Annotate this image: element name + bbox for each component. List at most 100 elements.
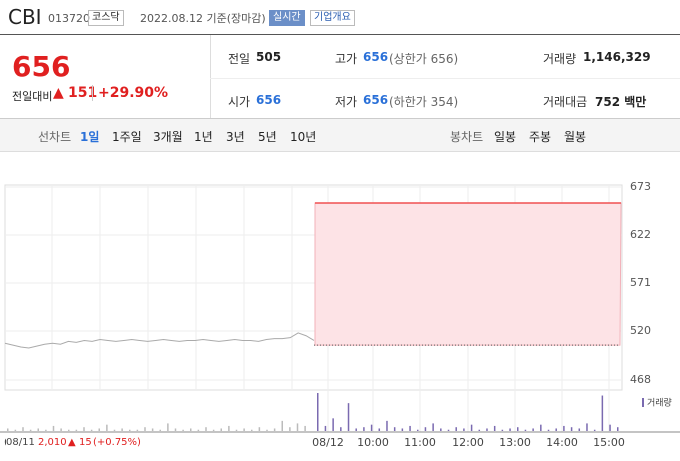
- stat-value: 656: [256, 93, 282, 107]
- volume-bar: [486, 428, 488, 431]
- volume-bar: [355, 428, 357, 431]
- volume-bar: [98, 428, 100, 431]
- volume-bar: [470, 424, 473, 431]
- y-tick-label: 468: [630, 373, 651, 386]
- stat-value: 656: [363, 93, 389, 107]
- realtime-button[interactable]: 실시간: [269, 10, 305, 26]
- volume-bar: [159, 429, 161, 431]
- volume-bar: [228, 425, 230, 431]
- volume-bar: [378, 428, 381, 431]
- tab[interactable]: 10년: [290, 130, 317, 144]
- change-arrow: ▲: [53, 85, 64, 101]
- stat-value: 752 백만: [595, 95, 647, 109]
- volume-bar: [386, 420, 388, 431]
- x-tick-label: 14:00: [546, 436, 578, 449]
- tab[interactable]: 월봉: [564, 130, 587, 144]
- date: 2022.08.12 기준(장마감): [140, 12, 266, 25]
- x-tick-label: 13:00: [499, 436, 531, 449]
- stat-label: 전일: [228, 52, 251, 66]
- tab[interactable]: 일봉: [494, 130, 517, 144]
- volume-bar: [409, 425, 411, 431]
- tab[interactable]: 5년: [258, 130, 277, 144]
- tab[interactable]: 1일: [80, 130, 100, 144]
- volume-bar: [332, 418, 334, 431]
- y-tick-label: 520: [630, 324, 651, 337]
- volume-bar: [121, 428, 123, 431]
- footer-change: 15: [79, 437, 92, 448]
- volume-bar: [317, 393, 319, 431]
- volume-bar: [90, 429, 93, 431]
- tab[interactable]: 1년: [194, 130, 213, 144]
- tab[interactable]: 1주일: [112, 130, 142, 144]
- y-tick-label: 673: [630, 180, 651, 193]
- divider: [210, 78, 680, 79]
- volume-bar: [493, 425, 496, 431]
- x-tick-label: 10:00: [357, 436, 389, 449]
- volume-bar: [617, 427, 619, 431]
- volume-bar: [14, 429, 17, 431]
- stat-label: 거래량: [543, 52, 577, 66]
- footer-value: 2,010: [38, 437, 67, 448]
- divider: [0, 34, 680, 35]
- volume-bar: [455, 427, 457, 431]
- footer-arrow: ▲: [68, 437, 76, 448]
- volume-bar: [37, 428, 39, 431]
- volume-bar: [547, 429, 550, 431]
- volume-bar: [501, 429, 504, 431]
- x-tick-label: 08/12: [312, 436, 344, 449]
- volume-bar: [509, 428, 511, 431]
- x-tick-label: 15:00: [593, 436, 625, 449]
- price-line: [4, 332, 315, 349]
- change-label: 전일대비: [12, 90, 53, 103]
- volume-bar: [578, 428, 581, 431]
- volume-bar: [60, 428, 62, 431]
- stat-label: 고가: [335, 52, 358, 66]
- rise-area: [314, 202, 622, 346]
- y-tick-label: 622: [630, 228, 651, 241]
- tab-label: 봉차트: [450, 130, 484, 144]
- change: 151: [68, 85, 98, 101]
- volume-bar: [174, 428, 177, 431]
- volume-bar: [586, 423, 588, 431]
- volume-bar: [129, 429, 131, 431]
- volume-bar: [563, 425, 565, 431]
- volume-bar: [75, 429, 78, 431]
- volume-bar: [151, 428, 154, 431]
- volume-bar: [324, 425, 327, 431]
- volume-bar: [7, 428, 9, 431]
- volume-bar: [609, 424, 611, 431]
- volume-bar: [340, 427, 342, 431]
- volume-bar: [540, 424, 542, 431]
- stat-value: 656: [363, 50, 389, 64]
- company-button[interactable]: 기업개요: [310, 10, 355, 26]
- rate: +29.90%: [92, 85, 168, 101]
- x-tick-label: 11:00: [404, 436, 436, 449]
- volume-bar: [273, 428, 276, 431]
- volume-bar: [197, 429, 200, 431]
- tab[interactable]: 주봉: [529, 130, 552, 144]
- volume-bar: [144, 427, 146, 431]
- stat-label: 저가: [335, 95, 358, 109]
- volume-bar: [417, 429, 419, 431]
- volume-bar: [68, 429, 70, 431]
- volume-bar: [235, 429, 238, 431]
- volume-bar: [220, 428, 222, 431]
- stat-note: (상한가 656): [389, 52, 459, 66]
- stat-value: 1,146,329: [583, 50, 651, 64]
- divider: [210, 35, 211, 118]
- volume-bar: [258, 427, 261, 431]
- footer-date: 08/11: [6, 437, 35, 448]
- volume-bar: [424, 427, 427, 431]
- volume-bar: [45, 429, 47, 431]
- volume-bar: [266, 429, 268, 431]
- volume-bar: [432, 423, 434, 431]
- volume-bar: [205, 427, 207, 431]
- stat-value: 505: [256, 50, 282, 64]
- stat-label: 시가: [228, 95, 251, 109]
- tab[interactable]: 3개월: [153, 130, 183, 144]
- volume-bar: [401, 428, 404, 431]
- volume-bar: [347, 403, 350, 431]
- tab[interactable]: 3년: [226, 130, 245, 144]
- tab-label: 선차트: [38, 130, 72, 144]
